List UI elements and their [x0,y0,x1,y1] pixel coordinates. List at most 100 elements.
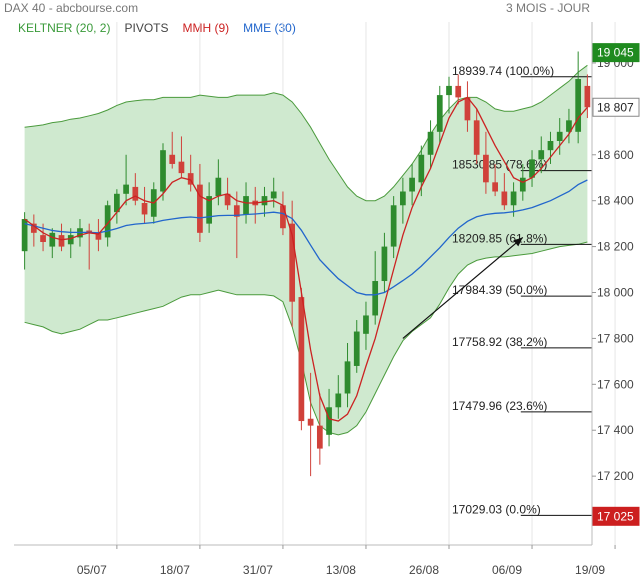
chart-legend: KELTNER (20, 2) PIVOTS MMH (9) MME (30) [18,21,296,35]
candle-body [584,85,591,108]
candle-body [510,191,517,206]
y-tick-label: 17 800 [597,331,634,345]
candle-body [492,182,498,192]
x-tick-label: 26/08 [409,563,439,577]
candle-body [473,120,480,155]
candle-body [483,154,489,183]
candle-body [67,235,74,245]
candle-body [390,205,397,247]
price-tag-low: 17 025 [592,506,640,526]
fib-label: 18939.74 (100.0%) [452,64,554,78]
candle-body [178,161,185,174]
candle-body [446,85,452,96]
candle-body [363,315,369,334]
fib-label: 17029.03 (0.0%) [452,502,541,516]
candle-body [455,85,462,98]
candle-body [206,196,212,224]
fib-label: 17479.96 (23.6%) [452,399,547,413]
candle-body [187,173,194,185]
y-tick-label: 17 400 [597,423,634,437]
candle-body [307,418,314,426]
candle-body [298,297,305,422]
fib-label: 18209.85 (61.8%) [452,231,547,245]
legend-entry: PIVOTS [124,21,168,35]
candle-body [501,191,508,206]
y-tick-label: 18 000 [597,286,634,300]
candle-body [280,205,286,229]
candle-body [436,95,443,132]
candle-body [40,235,46,242]
keltner-upper-line [24,64,588,202]
y-tick-label: 17 600 [597,377,634,391]
x-tick-label: 06/09 [492,563,522,577]
candle-body [575,79,582,132]
candle-body [243,196,249,215]
price-tag-box [592,506,640,526]
candle-body [270,191,277,199]
candle-body [344,361,351,394]
candle-body [372,281,379,316]
candle-body [529,159,535,178]
candle-body [86,230,93,233]
fib-label: 18530.85 (78.6%) [452,158,547,172]
candle-body [114,193,120,213]
candle-body [409,177,415,192]
candle-body [418,154,425,183]
candle-body [141,202,148,215]
price-tag-label: 17 025 [597,509,634,523]
candle-body [316,425,323,449]
x-tick-label: 19/09 [575,563,605,577]
legend-entry: KELTNER (20, 2) [18,21,110,35]
fib-label: 17758.92 (38.2%) [452,335,547,349]
candle-body [261,196,268,206]
price-tag-label: 18 807 [597,100,634,114]
y-tick-label: 18 400 [597,194,634,208]
candle-body [556,131,563,141]
annotation-arrow-head [513,237,523,247]
candle-body [58,235,65,247]
candle-body [400,191,406,206]
chart-title: DAX 40 - abcbourse.com [4,1,139,15]
candle-body [123,184,129,194]
candle-body [224,193,231,206]
candle-body [215,177,222,197]
legend-entry: MMH (9) [183,21,230,35]
x-tick-label: 31/07 [243,563,273,577]
mmh-line [24,96,588,422]
chart-header: DAX 40 - abcbourse.com 3 MOIS - JOUR [0,0,640,16]
candle-body [104,205,111,238]
candle-body [547,141,554,151]
x-tick-label: 05/07 [77,563,107,577]
candle-body [49,232,56,247]
candle-body [566,120,572,132]
legend-entry: MME (30) [243,21,296,35]
x-tick-label: 18/07 [160,563,190,577]
fib-label: 17984.39 (50.0%) [452,283,547,297]
price-tag-box [592,43,640,63]
candle-body [538,150,545,160]
chart-period: 3 MOIS - JOUR [505,1,590,15]
candle-body [30,223,37,233]
candle-body [427,131,434,155]
candle-body [132,186,139,201]
candle-body [519,177,526,192]
candle-body [381,246,388,282]
price-tag-label: 19 045 [597,46,634,60]
price-tag-high: 19 045 [592,43,640,63]
candle-body [21,219,28,252]
candle-body [160,150,166,192]
y-tick-label: 18 600 [597,148,634,162]
candle-body [197,184,203,233]
mme-line [24,179,588,296]
candle-body [464,97,471,121]
candle-body [335,393,342,408]
x-tick-label: 13/08 [326,563,356,577]
annotation-arrow-line [402,236,524,339]
price-tag-box [592,97,640,117]
candle-body [233,205,240,217]
candle-body [95,232,102,240]
keltner-lower-line [24,241,588,436]
candle-body [326,407,332,435]
y-tick-label: 18 200 [597,240,634,254]
